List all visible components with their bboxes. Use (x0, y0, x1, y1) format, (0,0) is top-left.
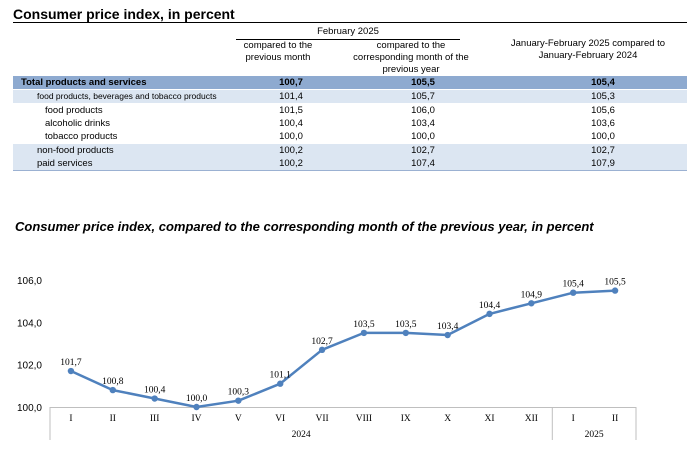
data-label: 104,4 (479, 301, 501, 311)
group-header-rule (236, 39, 460, 40)
y-tick-label: 104,0 (17, 318, 42, 329)
data-label: 101,7 (60, 358, 82, 368)
row-label: food products (45, 105, 103, 116)
data-point (402, 329, 409, 337)
row-value-jan-feb: 107,9 (591, 158, 615, 169)
x-tick-label: IV (191, 414, 201, 424)
data-point (235, 397, 242, 404)
x-tick-label: VII (315, 414, 328, 424)
y-tick-label: 100,0 (17, 403, 42, 414)
row-value-prev-month: 100,4 (279, 118, 303, 129)
x-tick-label: I (572, 414, 575, 424)
row-value-prev-month: 101,4 (279, 91, 303, 102)
row-value-prev-year: 107,4 (411, 158, 435, 169)
row-value-jan-feb: 100,0 (591, 131, 615, 142)
table-title: Consumer price index, in percent (13, 6, 235, 22)
row-label: tobacco products (45, 131, 118, 142)
data-label: 103,5 (395, 320, 417, 330)
data-label: 100,0 (186, 394, 208, 404)
series-line (70, 289, 616, 409)
data-point (151, 395, 158, 402)
data-label: 105,5 (604, 278, 626, 288)
x-tick-label: IX (401, 414, 411, 424)
row-value-jan-feb: 105,3 (591, 91, 615, 102)
data-label: 100,4 (144, 386, 166, 396)
x-tick-label: II (612, 414, 618, 424)
x-tick-label: I (69, 414, 72, 424)
row-value-jan-feb: 103,6 (591, 118, 615, 129)
col1-header: compared to the previous month (243, 40, 313, 63)
x-tick-label: VI (275, 414, 285, 424)
row-label: food products, beverages and tobacco pro… (37, 91, 217, 101)
data-point (528, 300, 535, 307)
row-value-jan-feb: 105,4 (591, 77, 615, 88)
table-row: non-food products 100,2 102,7 102,7 (13, 144, 687, 157)
table-row: alcoholic drinks 100,4 103,4 103,6 (13, 117, 687, 130)
x-tick-label: XI (484, 414, 494, 424)
table-row: paid services 100,2 107,4 107,9 (13, 157, 687, 170)
x-tick-label: V (235, 414, 242, 424)
group-header: February 2025 (317, 26, 379, 37)
table-bottom-rule (13, 170, 687, 171)
row-value-prev-month: 101,5 (279, 105, 303, 116)
x-tick-label: II (110, 414, 116, 424)
data-point (360, 329, 368, 337)
title-rule (13, 22, 687, 23)
data-point (109, 386, 116, 394)
data-label: 102,7 (311, 337, 333, 347)
row-value-prev-year: 106,0 (411, 105, 435, 116)
data-label: 103,5 (353, 320, 375, 330)
row-label: Total products and services (21, 77, 147, 88)
data-label: 100,3 (228, 388, 250, 398)
data-label: 103,4 (437, 322, 459, 332)
data-point (318, 346, 326, 354)
data-point (277, 380, 284, 387)
x-tick-label: X (444, 414, 451, 424)
data-point (193, 403, 200, 411)
y-tick-label: 106,0 (17, 276, 42, 287)
x-group-label: 2024 (292, 430, 311, 440)
row-value-jan-feb: 105,6 (591, 105, 615, 116)
table-row: Total products and services 100,7 105,5 … (13, 76, 687, 89)
data-point (611, 287, 619, 294)
x-group-label: 2025 (585, 430, 604, 440)
row-value-prev-month: 100,0 (279, 131, 303, 142)
data-label: 100,8 (102, 377, 124, 387)
col2-header: compared to the corresponding month of t… (353, 40, 469, 75)
data-label: 104,9 (521, 290, 543, 300)
row-label: paid services (37, 158, 93, 169)
table-row: food products, beverages and tobacco pro… (13, 90, 687, 103)
row-value-prev-year: 100,0 (411, 131, 435, 142)
row-value-prev-month: 100,7 (279, 77, 303, 88)
table-row: food products 101,5 106,0 105,6 (13, 104, 687, 117)
data-point (486, 310, 493, 318)
x-tick-label: XII (525, 414, 538, 424)
table-row: tobacco products 100,0 100,0 100,0 (13, 130, 687, 143)
x-tick-label: VIII (356, 414, 372, 424)
data-label: 101,1 (270, 371, 292, 381)
col3-header: January-February 2025 compared to Januar… (510, 38, 666, 61)
row-value-prev-month: 100,2 (279, 158, 303, 169)
chart-title: Consumer price index, compared to the co… (15, 219, 594, 234)
data-label: 105,4 (563, 280, 585, 290)
row-label: alcoholic drinks (45, 118, 110, 129)
row-value-prev-year: 102,7 (411, 145, 435, 156)
row-value-prev-year: 103,4 (411, 118, 435, 129)
data-point (67, 367, 75, 375)
row-label: non-food products (37, 145, 114, 156)
row-value-prev-year: 105,7 (411, 91, 435, 102)
x-tick-label: III (150, 414, 160, 424)
row-value-prev-month: 100,2 (279, 145, 303, 156)
data-point (570, 289, 577, 296)
y-tick-label: 102,0 (17, 361, 42, 372)
row-value-jan-feb: 102,7 (591, 145, 615, 156)
row-value-prev-year: 105,5 (411, 77, 435, 88)
data-point (444, 331, 451, 339)
